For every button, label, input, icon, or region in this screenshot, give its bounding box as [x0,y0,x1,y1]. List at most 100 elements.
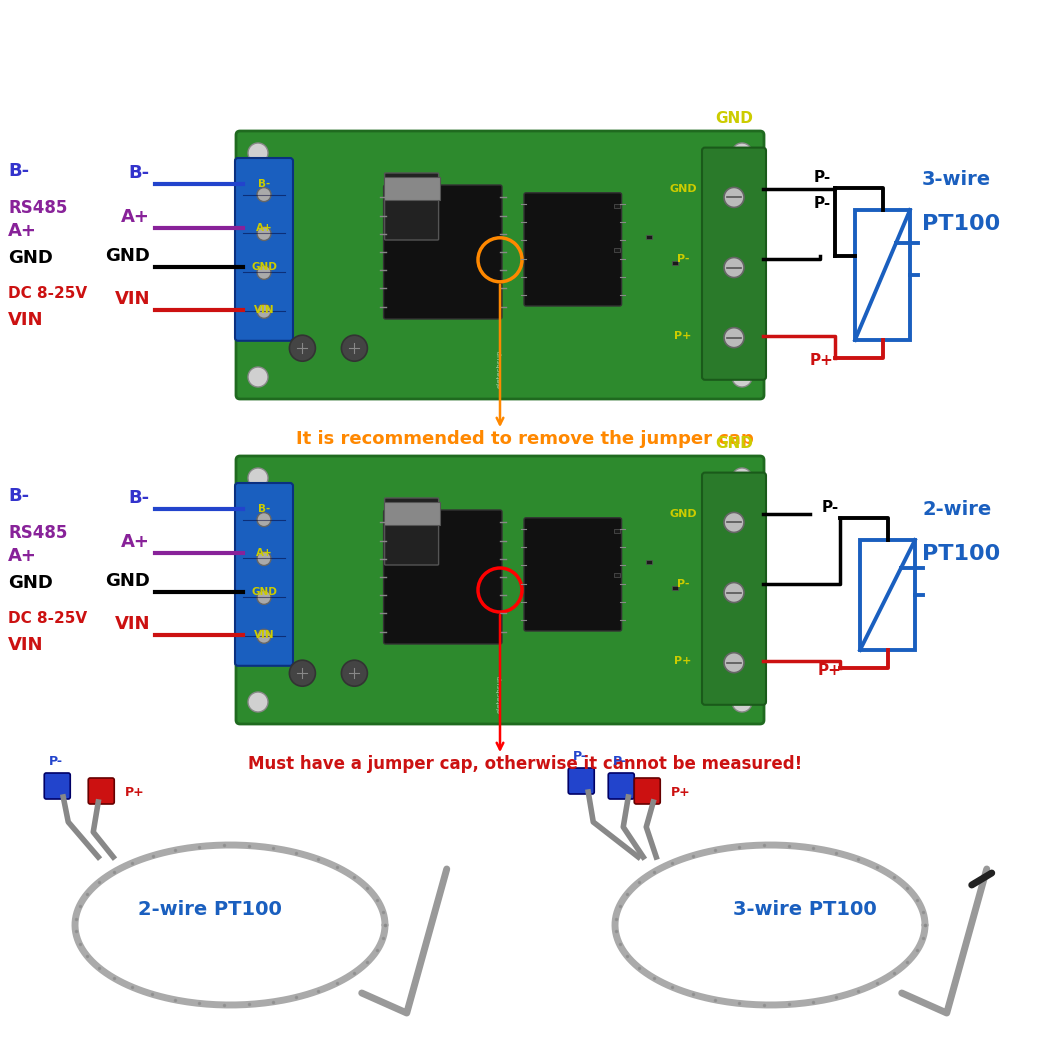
Text: VIN: VIN [114,290,150,308]
Circle shape [724,187,744,208]
FancyBboxPatch shape [383,185,502,319]
Text: Must have a jumper cap, otherwise it cannot be measured!: Must have a jumper cap, otherwise it can… [248,755,802,773]
Bar [614,204,621,208]
Text: 3-wire PT100: 3-wire PT100 [733,900,877,919]
Text: P+: P+ [671,786,691,799]
FancyBboxPatch shape [702,472,766,705]
Circle shape [732,368,752,387]
Circle shape [257,227,271,240]
Text: A+: A+ [255,224,272,233]
Text: P-: P- [821,500,839,514]
Text: GND: GND [715,111,753,126]
FancyBboxPatch shape [383,510,502,644]
Circle shape [257,188,271,202]
Text: A+: A+ [8,223,37,240]
Circle shape [248,368,268,387]
Text: eletechsup: eletechsup [497,350,503,388]
Circle shape [724,583,744,603]
Text: VIN: VIN [8,635,43,653]
Bar [614,529,621,532]
Text: P-: P- [49,755,63,768]
Bar [646,560,652,564]
FancyBboxPatch shape [88,778,114,804]
Text: B-: B- [129,164,150,182]
Circle shape [248,468,268,488]
Text: B-: B- [258,504,270,514]
Bar [383,502,440,525]
Text: 3-wire: 3-wire [922,170,991,189]
Bar [383,177,440,200]
Text: P-: P- [677,580,689,589]
Text: VIN: VIN [114,614,150,632]
Circle shape [724,257,744,277]
Text: P+: P+ [810,353,834,367]
Bar [646,235,652,239]
Text: DC 8-25V: DC 8-25V [8,610,87,626]
FancyBboxPatch shape [384,498,439,565]
Circle shape [732,468,752,488]
Text: GND: GND [8,249,52,267]
Text: VIN: VIN [254,630,274,639]
Circle shape [290,335,315,361]
Text: RS485: RS485 [8,200,67,217]
Bar [672,586,677,590]
Text: A+: A+ [8,547,37,565]
Text: PT100: PT100 [922,544,1001,564]
Circle shape [248,143,268,163]
FancyBboxPatch shape [568,768,594,794]
Bar [855,210,910,340]
Bar [614,248,621,252]
Text: eletechsup: eletechsup [497,675,503,713]
Circle shape [724,653,744,673]
Text: P+: P+ [674,331,692,341]
Circle shape [257,512,271,527]
FancyBboxPatch shape [702,148,766,380]
Circle shape [732,692,752,712]
FancyBboxPatch shape [236,456,764,724]
Text: PT100: PT100 [922,214,1001,234]
FancyBboxPatch shape [608,773,634,799]
FancyBboxPatch shape [44,773,70,799]
Text: P-: P- [814,196,831,211]
Text: P-: P- [814,170,831,185]
Text: RS485: RS485 [8,524,67,542]
Text: B-: B- [258,178,270,189]
Text: P-: P- [573,750,587,763]
Text: GND: GND [8,574,52,592]
Text: P-: P- [613,755,627,768]
Text: GND: GND [105,572,150,590]
Circle shape [257,590,271,605]
Text: P-: P- [677,254,689,265]
Text: GND: GND [251,587,277,597]
Text: GND: GND [251,262,277,272]
Text: P+: P+ [818,663,842,678]
Text: GND: GND [105,247,150,265]
Text: B-: B- [8,487,29,505]
Text: GND: GND [715,436,753,452]
Circle shape [732,143,752,163]
Text: VIN: VIN [254,304,274,315]
FancyBboxPatch shape [524,193,622,306]
Text: A+: A+ [121,208,150,226]
FancyBboxPatch shape [384,173,439,240]
FancyBboxPatch shape [524,518,622,631]
Bar [614,573,621,578]
Text: DC 8-25V: DC 8-25V [8,286,87,300]
Bar [860,540,915,650]
Text: VIN: VIN [8,311,43,329]
FancyBboxPatch shape [235,483,293,666]
Text: B-: B- [129,489,150,507]
Text: It is recommended to remove the jumper cap: It is recommended to remove the jumper c… [296,430,754,448]
FancyBboxPatch shape [236,131,764,399]
Text: P+: P+ [125,786,145,799]
Circle shape [257,304,271,318]
Circle shape [257,551,271,566]
FancyBboxPatch shape [634,778,660,804]
Circle shape [724,512,744,532]
Text: A+: A+ [121,533,150,551]
Text: P+: P+ [674,656,692,666]
Circle shape [341,660,367,687]
Bar [672,261,677,265]
Text: GND: GND [669,184,697,194]
Text: A+: A+ [255,548,272,559]
